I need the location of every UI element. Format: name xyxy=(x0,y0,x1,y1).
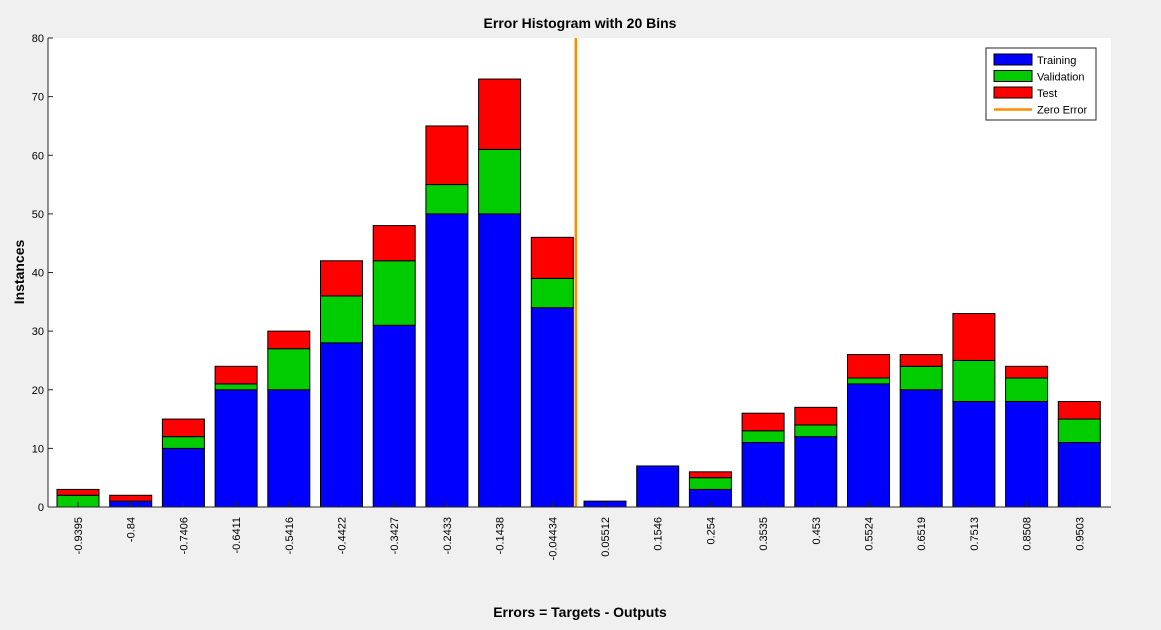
legend-swatch-test xyxy=(993,86,1033,99)
x-tick-label: 0.7513 xyxy=(969,517,981,551)
bar-validation-7 xyxy=(425,184,469,215)
bar-validation-5 xyxy=(320,295,363,344)
bar-training-18 xyxy=(1005,400,1049,508)
bar-training-11 xyxy=(636,465,680,508)
bar-training-8 xyxy=(478,213,522,508)
y-axis-ticks: 0 10 20 30 40 50 60 70 80 xyxy=(32,33,53,514)
x-tick-label: -0.1438 xyxy=(495,517,507,554)
bar-training-15 xyxy=(847,383,890,508)
bar-validation-14 xyxy=(794,424,838,438)
bar-test-6 xyxy=(372,225,416,262)
y-tick-label: 80 xyxy=(32,33,44,45)
x-tick-label: -0.7406 xyxy=(178,517,190,554)
x-tick-label: 0.05512 xyxy=(600,517,612,557)
x-tick-label: 0.5524 xyxy=(864,517,876,551)
bar-training-13 xyxy=(741,442,785,508)
bars xyxy=(56,78,1101,508)
bar-test-2 xyxy=(161,418,205,438)
bar-validation-4 xyxy=(267,348,311,391)
x-tick-label: 0.8508 xyxy=(1022,517,1034,551)
bar-training-7 xyxy=(425,213,469,508)
legend-label: Zero Error xyxy=(1037,105,1087,117)
y-tick-label: 0 xyxy=(38,502,44,514)
x-tick-label: -0.84 xyxy=(126,517,138,542)
bar-test-1 xyxy=(109,494,153,502)
legend-swatch-training xyxy=(993,53,1033,66)
bar-test-7 xyxy=(425,125,469,186)
legend: Training Validation Test Zero Error xyxy=(985,47,1097,121)
bar-training-3 xyxy=(214,389,258,508)
bar-validation-19 xyxy=(1057,418,1101,444)
bar-validation-16 xyxy=(899,365,943,391)
bar-test-5 xyxy=(320,260,363,297)
x-tick-label: -0.6411 xyxy=(231,517,243,554)
x-axis-ticks: -0.9395 -0.84 -0.7406 -0.6411 -0.5416 -0.4422… xyxy=(73,502,1086,560)
y-tick-label: 70 xyxy=(32,92,44,104)
x-tick-label: 0.1546 xyxy=(653,517,665,551)
bar-training-2 xyxy=(161,447,205,508)
legend-swatch-validation xyxy=(993,70,1033,82)
bar-training-9 xyxy=(530,307,574,508)
bar-test-19 xyxy=(1057,400,1101,420)
x-tick-label: -0.2433 xyxy=(442,517,454,554)
bar-test-12 xyxy=(688,471,732,479)
legend-label: Test xyxy=(1037,88,1057,100)
legend-label: Validation xyxy=(1037,72,1085,84)
bar-training-14 xyxy=(794,436,838,508)
bar-validation-8 xyxy=(478,148,522,215)
bar-validation-17 xyxy=(952,359,996,402)
x-tick-label: -0.04434 xyxy=(547,517,559,560)
plot-area xyxy=(48,38,1111,507)
bar-test-18 xyxy=(1005,365,1049,379)
x-tick-label: -0.4422 xyxy=(337,517,349,554)
bar-training-17 xyxy=(952,400,996,508)
y-tick-label: 60 xyxy=(32,150,44,162)
y-tick-label: 20 xyxy=(32,385,44,397)
bar-test-15 xyxy=(847,354,890,379)
x-tick-label: 0.254 xyxy=(705,517,717,545)
bar-training-6 xyxy=(372,324,416,508)
x-tick-label: 0.9503 xyxy=(1074,517,1086,551)
bar-test-17 xyxy=(952,313,996,361)
y-tick-label: 40 xyxy=(32,268,44,280)
bar-validation-12 xyxy=(688,477,732,490)
bar-test-8 xyxy=(478,78,522,150)
x-tick-label: -0.5416 xyxy=(284,517,296,554)
bar-training-5 xyxy=(320,342,363,508)
legend-label: Training xyxy=(1037,55,1076,67)
bar-validation-9 xyxy=(530,277,574,309)
x-tick-label: -0.3427 xyxy=(389,517,401,554)
y-axis-label: Instances xyxy=(11,239,27,304)
bar-validation-13 xyxy=(741,430,785,444)
bar-test-4 xyxy=(267,330,311,350)
bar-validation-18 xyxy=(1005,377,1049,402)
x-tick-label: 0.3535 xyxy=(758,517,770,551)
x-tick-label: -0.9395 xyxy=(73,517,85,554)
y-tick-label: 30 xyxy=(32,326,44,338)
y-tick-label: 10 xyxy=(32,443,44,455)
x-tick-label: 0.453 xyxy=(811,517,823,545)
bar-validation-6 xyxy=(372,260,416,326)
bar-validation-2 xyxy=(161,436,205,449)
bar-training-4 xyxy=(267,389,311,508)
bar-training-19 xyxy=(1057,442,1101,508)
bar-test-9 xyxy=(530,236,574,279)
bar-test-3 xyxy=(214,365,258,385)
bar-validation-3 xyxy=(214,383,258,391)
bar-validation-15 xyxy=(847,377,890,385)
bar-test-14 xyxy=(794,406,838,426)
x-tick-label: 0.6519 xyxy=(916,517,928,551)
x-axis-label: Errors = Targets - Outputs xyxy=(493,604,667,620)
chart-title: Error Histogram with 20 Bins xyxy=(484,15,677,31)
y-tick-label: 50 xyxy=(32,209,44,221)
bar-training-16 xyxy=(899,389,943,508)
bar-test-16 xyxy=(899,354,943,367)
bar-test-13 xyxy=(741,412,785,432)
bar-test-0 xyxy=(56,488,100,496)
